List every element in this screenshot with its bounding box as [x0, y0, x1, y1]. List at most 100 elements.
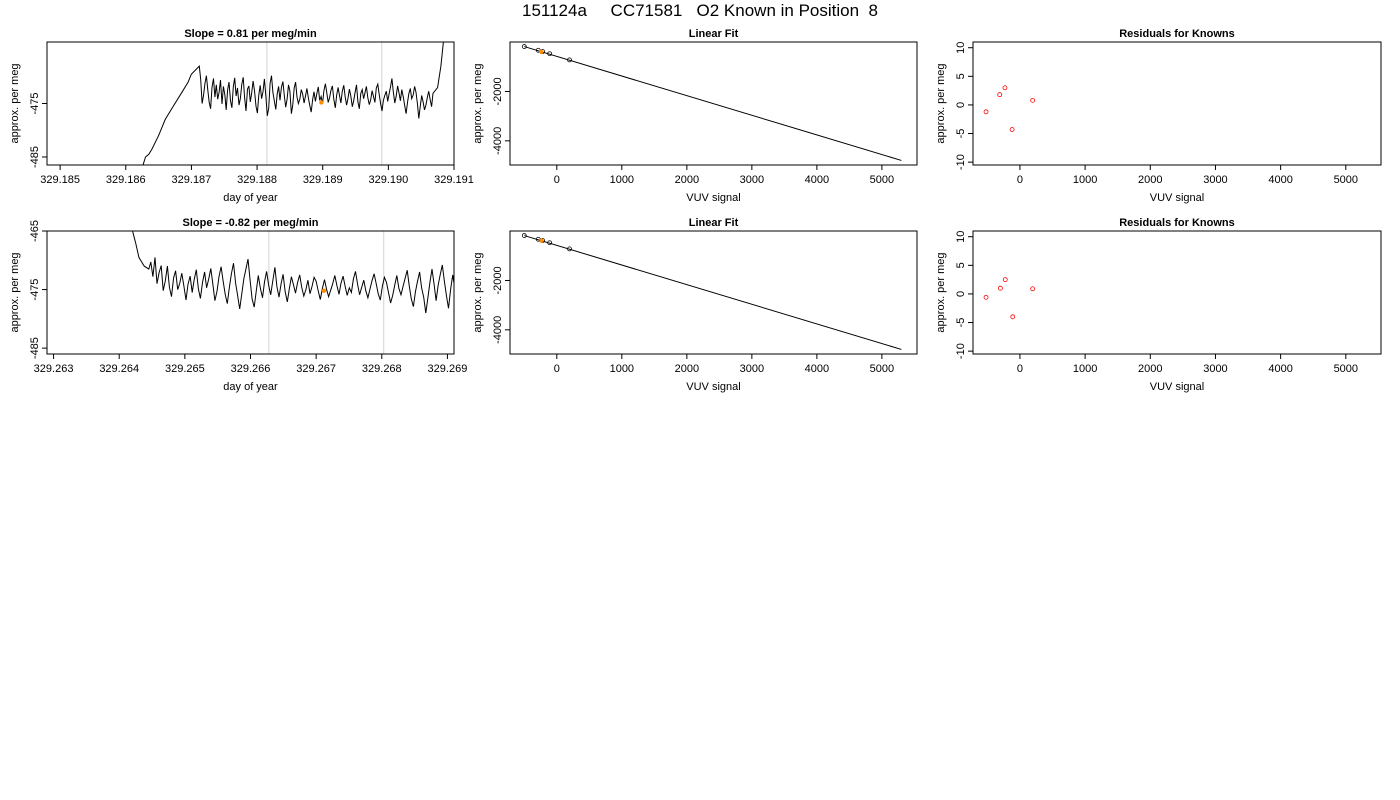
x-tick-label: 329.267: [296, 363, 336, 375]
y-tick-label: -10: [955, 343, 967, 359]
x-tick-label: 329.264: [99, 363, 139, 375]
plot-frame: [46, 230, 455, 355]
plot-area: [132, 231, 454, 354]
y-tick-label: 0: [955, 102, 967, 108]
x-tick-label: 2000: [1138, 174, 1162, 186]
x-tick-label: 329.187: [172, 174, 212, 186]
data-point: [1030, 97, 1036, 103]
y-axis-label: approx. per meg: [9, 63, 21, 143]
y-axis-label: approx. per meg: [472, 63, 484, 143]
x-tick-label: 1000: [610, 174, 634, 186]
highlight-point: [539, 238, 544, 243]
y-tick-label: 0: [955, 291, 967, 297]
panel-title: Residuals for Knowns: [1119, 217, 1235, 229]
plot-frame: [972, 41, 1382, 166]
y-tick-label: 10: [955, 231, 967, 243]
x-tick-label: 3000: [740, 174, 764, 186]
y-tick-label: -475: [29, 92, 41, 114]
y-tick-label: 10: [955, 42, 967, 54]
x-tick-label: 4000: [805, 363, 829, 375]
figure-title: 151124a CC71581 O2 Known in Position 8: [522, 1, 878, 20]
plot-area: [521, 44, 902, 161]
data-point: [983, 109, 989, 115]
x-tick-label: 1000: [1073, 363, 1097, 375]
x-tick-label: 329.191: [434, 174, 474, 186]
data-point: [1010, 314, 1016, 320]
plot-area: [983, 85, 1036, 132]
x-tick-label: 1000: [610, 363, 634, 375]
x-tick-label: 0: [554, 363, 560, 375]
x-tick-label: 2000: [675, 174, 699, 186]
x-tick-label: 329.268: [362, 363, 402, 375]
data-point: [1002, 85, 1008, 91]
x-axis-label: VUV signal: [1150, 381, 1204, 393]
highlight-point: [539, 49, 544, 55]
y-tick-label: -4000: [492, 127, 504, 155]
x-tick-label: 5000: [1334, 174, 1358, 186]
x-tick-label: 3000: [1203, 363, 1227, 375]
x-axis-label: VUV signal: [1150, 192, 1204, 204]
x-tick-label: 5000: [1334, 363, 1358, 375]
fit-line: [524, 235, 902, 350]
y-axis-label: approx. per meg: [935, 63, 947, 143]
y-axis-label: approx. per meg: [9, 252, 21, 332]
x-tick-label: 329.185: [40, 174, 80, 186]
x-tick-label: 4000: [1268, 174, 1292, 186]
data-series-line: [142, 42, 444, 165]
highlight-point: [319, 100, 324, 105]
highlight-point: [321, 288, 327, 293]
plot-area: [521, 233, 902, 350]
x-tick-label: 329.266: [231, 363, 271, 375]
x-tick-label: 329.188: [237, 174, 277, 186]
data-point: [547, 51, 553, 57]
data-point: [1002, 277, 1008, 283]
fit-line: [524, 46, 902, 161]
x-axis-label: VUV signal: [686, 381, 740, 393]
data-point: [997, 285, 1003, 291]
panel-title: Slope = -0.82 per meg/min: [182, 217, 318, 229]
x-tick-label: 4000: [805, 174, 829, 186]
y-tick-label: -485: [29, 337, 41, 359]
x-axis-label: day of year: [223, 381, 278, 393]
x-axis-label: VUV signal: [686, 192, 740, 204]
panel-title: Linear Fit: [689, 28, 739, 40]
plot-frame: [509, 230, 918, 355]
panel-title: Residuals for Knowns: [1119, 28, 1235, 40]
y-tick-label: -10: [955, 154, 967, 170]
y-tick-label: -5: [955, 129, 967, 139]
x-tick-label: 329.265: [165, 363, 205, 375]
x-tick-label: 5000: [870, 174, 894, 186]
y-axis-label: approx. per meg: [935, 252, 947, 332]
x-tick-label: 2000: [1138, 363, 1162, 375]
x-tick-label: 0: [1017, 174, 1023, 186]
panel-title: Slope = 0.81 per meg/min: [184, 28, 317, 40]
data-point: [997, 92, 1003, 98]
plot-area: [983, 277, 1036, 320]
x-tick-label: 0: [554, 174, 560, 186]
x-tick-label: 3000: [740, 363, 764, 375]
x-tick-label: 4000: [1268, 363, 1292, 375]
x-tick-label: 2000: [675, 363, 699, 375]
x-axis-label: day of year: [223, 192, 278, 204]
x-tick-label: 329.190: [368, 174, 408, 186]
x-tick-label: 329.269: [428, 363, 468, 375]
plot-frame: [46, 41, 455, 166]
y-tick-label: -465: [29, 220, 41, 242]
data-point: [547, 240, 553, 246]
y-tick-label: -2000: [492, 77, 504, 105]
plot-frame: [509, 41, 918, 166]
x-tick-label: 329.263: [34, 363, 74, 375]
y-tick-label: -485: [29, 146, 41, 168]
y-tick-label: 5: [955, 262, 967, 268]
y-tick-label: -4000: [492, 316, 504, 344]
data-point: [521, 44, 527, 49]
x-tick-label: 329.189: [303, 174, 343, 186]
data-series-line: [132, 231, 454, 314]
x-tick-label: 5000: [870, 363, 894, 375]
y-axis-label: approx. per meg: [472, 252, 484, 332]
